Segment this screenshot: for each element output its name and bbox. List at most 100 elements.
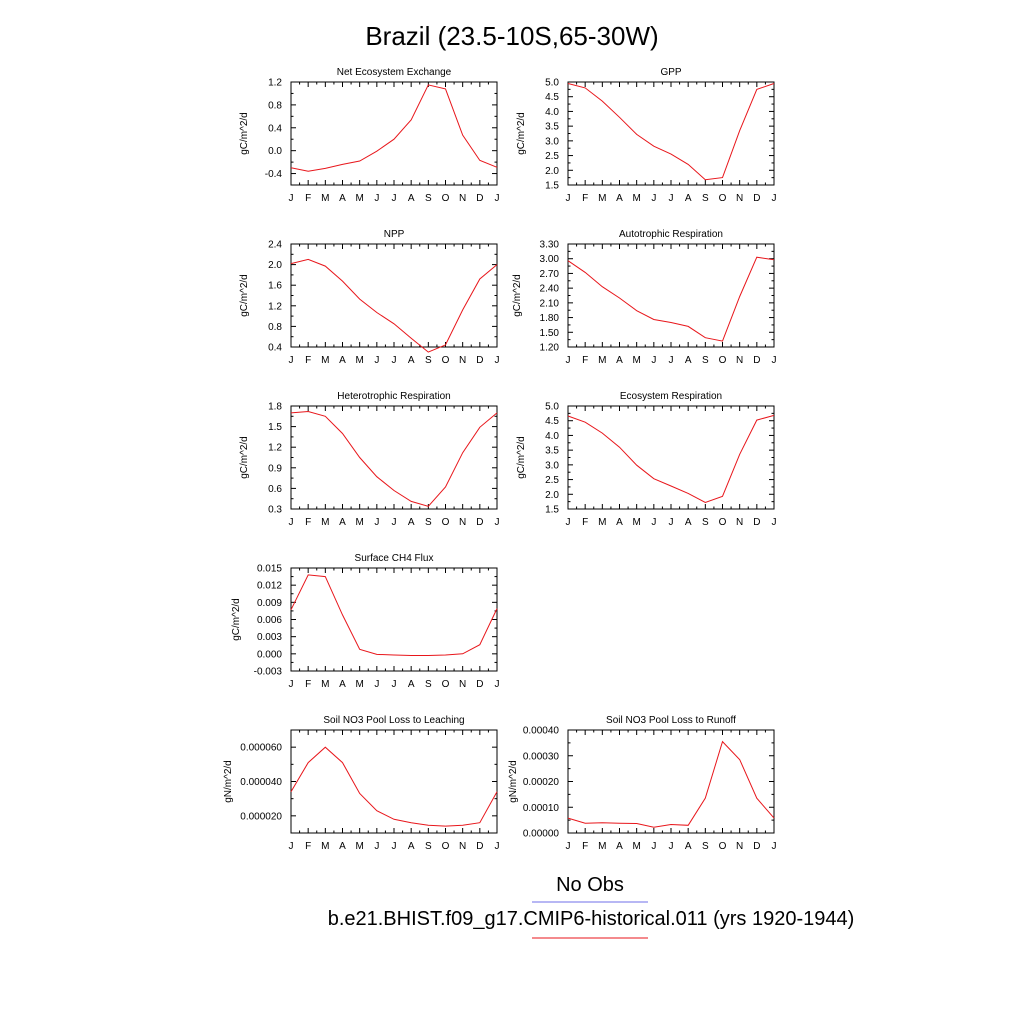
figure-title: Brazil (23.5-10S,65-30W) — [365, 21, 658, 51]
panel-title: Net Ecosystem Exchange — [337, 67, 452, 78]
x-tick-label: A — [685, 193, 692, 204]
x-tick-label: A — [616, 193, 623, 204]
x-tick-label: M — [598, 355, 606, 366]
y-tick-label: 0.0 — [268, 146, 282, 157]
y-tick-label: 4.0 — [545, 107, 559, 118]
x-tick-label: D — [476, 679, 483, 690]
x-tick-label: J — [495, 517, 500, 528]
y-tick-label: 0.00010 — [523, 803, 560, 814]
panel-title: Heterotrophic Respiration — [337, 391, 450, 402]
y-axis-label: gC/m^2/d — [231, 598, 242, 641]
x-tick-label: J — [566, 355, 571, 366]
y-tick-label: 0.00020 — [523, 777, 560, 788]
y-tick-label: 2.4 — [268, 240, 282, 251]
x-tick-label: M — [321, 517, 329, 528]
panel-title: NPP — [384, 229, 405, 240]
x-tick-label: J — [289, 679, 294, 690]
x-tick-label: O — [442, 517, 450, 528]
series-line — [567, 740, 775, 828]
y-tick-label: 2.0 — [545, 166, 559, 177]
x-tick-label: J — [392, 841, 397, 852]
x-tick-label: S — [425, 517, 432, 528]
plot-frame — [567, 243, 775, 348]
x-tick-label: M — [598, 517, 606, 528]
x-tick-label: J — [566, 841, 571, 852]
x-tick-label: F — [582, 517, 588, 528]
y-axis-label: gC/m^2/d — [516, 112, 527, 155]
x-tick-label: J — [669, 355, 674, 366]
x-tick-label: J — [772, 517, 777, 528]
x-tick-label: M — [598, 841, 606, 852]
x-tick-label: J — [392, 355, 397, 366]
y-axis-label: gN/m^2/d — [223, 760, 234, 803]
y-axis-label: gC/m^2/d — [239, 112, 250, 155]
series-line — [567, 414, 775, 504]
x-tick-label: J — [651, 841, 656, 852]
y-tick-label: 0.8 — [268, 100, 282, 111]
y-tick-label: 2.70 — [540, 269, 560, 280]
x-tick-label: A — [616, 841, 623, 852]
y-tick-label: 4.0 — [545, 431, 559, 442]
x-tick-label: D — [476, 517, 483, 528]
x-tick-label: D — [476, 193, 483, 204]
x-tick-label: A — [685, 355, 692, 366]
x-tick-label: N — [736, 193, 743, 204]
x-tick-label: J — [651, 517, 656, 528]
y-tick-label: 0.00030 — [523, 751, 560, 762]
y-axis-label: gC/m^2/d — [239, 436, 250, 479]
series-line — [290, 574, 498, 656]
x-tick-label: S — [425, 193, 432, 204]
y-tick-label: 3.5 — [545, 446, 559, 457]
x-tick-label: M — [321, 193, 329, 204]
x-tick-label: M — [632, 841, 640, 852]
panel-title: GPP — [660, 67, 681, 78]
x-tick-label: N — [459, 193, 466, 204]
x-tick-label: J — [651, 355, 656, 366]
x-tick-label: M — [355, 355, 363, 366]
y-tick-label: 1.2 — [268, 301, 282, 312]
x-tick-label: A — [408, 517, 415, 528]
y-axis-label: gN/m^2/d — [508, 760, 519, 803]
y-tick-label: 0.4 — [268, 343, 282, 354]
x-tick-label: J — [495, 841, 500, 852]
x-tick-label: S — [425, 679, 432, 690]
x-tick-label: N — [459, 355, 466, 366]
x-tick-label: S — [702, 841, 709, 852]
x-tick-label: D — [476, 841, 483, 852]
plot-frame — [567, 729, 775, 834]
y-tick-label: 0.000020 — [240, 811, 282, 822]
series-line — [290, 258, 498, 353]
x-tick-label: A — [339, 841, 346, 852]
y-tick-label: 0.3 — [268, 505, 282, 516]
x-tick-label: J — [772, 841, 777, 852]
x-tick-label: A — [339, 193, 346, 204]
y-tick-label: 0.009 — [257, 598, 282, 609]
x-tick-label: A — [339, 679, 346, 690]
y-tick-label: 0.00000 — [523, 829, 560, 840]
y-tick-label: 2.0 — [268, 260, 282, 271]
y-tick-label: 2.40 — [540, 284, 560, 295]
x-tick-label: F — [305, 679, 311, 690]
x-tick-label: F — [582, 841, 588, 852]
y-tick-label: 1.80 — [540, 313, 560, 324]
x-tick-label: J — [772, 355, 777, 366]
y-tick-label: 2.5 — [545, 151, 559, 162]
y-tick-label: 3.00 — [540, 254, 560, 265]
x-tick-label: N — [459, 679, 466, 690]
x-tick-label: O — [719, 841, 727, 852]
y-tick-label: 2.0 — [545, 490, 559, 501]
legend-model-label: b.e21.BHIST.f09_g17.CMIP6-historical.011… — [328, 908, 855, 930]
x-tick-label: J — [374, 841, 379, 852]
x-tick-label: J — [669, 517, 674, 528]
x-tick-label: O — [442, 841, 450, 852]
y-tick-label: 0.6 — [268, 484, 282, 495]
y-tick-label: 0.000060 — [240, 743, 282, 754]
x-tick-label: J — [772, 193, 777, 204]
y-tick-label: 0.015 — [257, 564, 282, 575]
